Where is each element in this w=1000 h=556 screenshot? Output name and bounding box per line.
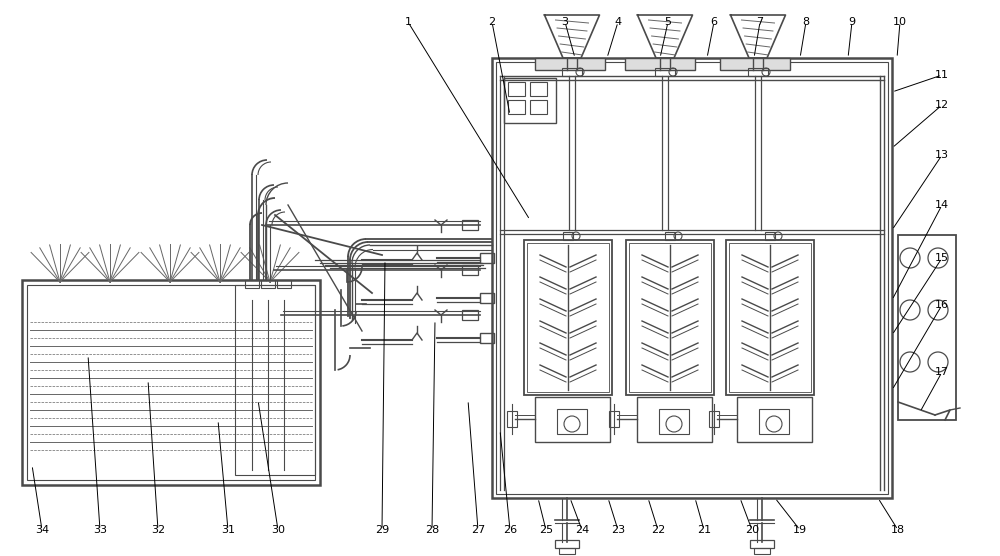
Bar [557,409,587,434]
Text: 7: 7 [756,17,764,27]
Text: 5: 5 [664,17,672,27]
Bar [655,68,675,76]
Text: 31: 31 [221,525,235,535]
Bar [750,540,774,548]
Bar [462,265,478,275]
Bar [480,293,494,303]
Text: 1: 1 [404,17,412,27]
Bar [535,397,610,442]
Bar [480,253,494,263]
Bar [759,409,789,434]
Text: 28: 28 [425,525,439,535]
Bar [508,82,525,96]
Bar [726,240,814,395]
Bar [625,58,695,70]
Bar [480,333,494,343]
Bar [626,240,714,395]
Bar [559,548,575,554]
Bar [508,100,525,114]
Text: 19: 19 [793,525,807,535]
Text: 6: 6 [710,17,718,27]
Bar [765,232,775,240]
Bar [659,409,689,434]
Bar [235,285,315,475]
Bar [898,235,956,420]
Text: 12: 12 [935,100,949,110]
Bar [245,280,259,288]
Bar [709,411,719,427]
Bar [277,280,291,288]
Bar [22,280,320,485]
Text: 25: 25 [539,525,553,535]
Bar [530,82,547,96]
Bar [527,243,609,392]
Text: 20: 20 [745,525,759,535]
Text: 11: 11 [935,70,949,80]
Text: 18: 18 [891,525,905,535]
Bar [555,540,579,548]
Bar [462,310,478,320]
Text: 4: 4 [614,17,622,27]
Text: 8: 8 [802,17,810,27]
Bar [562,68,582,76]
Bar [524,240,612,395]
Bar [748,68,768,76]
Text: 17: 17 [935,367,949,377]
Text: 32: 32 [151,525,165,535]
Text: 21: 21 [697,525,711,535]
Bar [462,220,478,230]
Bar [754,548,770,554]
Text: 30: 30 [271,525,285,535]
Bar [665,232,675,240]
Text: 13: 13 [935,150,949,160]
Text: 27: 27 [471,525,485,535]
Bar [563,232,573,240]
Text: 29: 29 [375,525,389,535]
Text: 26: 26 [503,525,517,535]
Bar [729,243,811,392]
Text: 2: 2 [488,17,496,27]
Bar [496,62,888,494]
Text: 24: 24 [575,525,589,535]
Text: 3: 3 [562,17,568,27]
Bar [492,58,892,498]
Text: 34: 34 [35,525,49,535]
Text: 14: 14 [935,200,949,210]
Bar [504,78,556,123]
Bar [629,243,711,392]
Text: 23: 23 [611,525,625,535]
Bar [507,411,517,427]
Bar [609,411,619,427]
Bar [261,280,275,288]
Bar [720,58,790,70]
Text: 16: 16 [935,300,949,310]
Text: 9: 9 [848,17,856,27]
Bar [530,100,547,114]
Bar [535,58,605,70]
Text: 33: 33 [93,525,107,535]
Bar [27,285,315,480]
Bar [737,397,812,442]
Text: 10: 10 [893,17,907,27]
Text: 22: 22 [651,525,665,535]
Text: 15: 15 [935,253,949,263]
Bar [637,397,712,442]
